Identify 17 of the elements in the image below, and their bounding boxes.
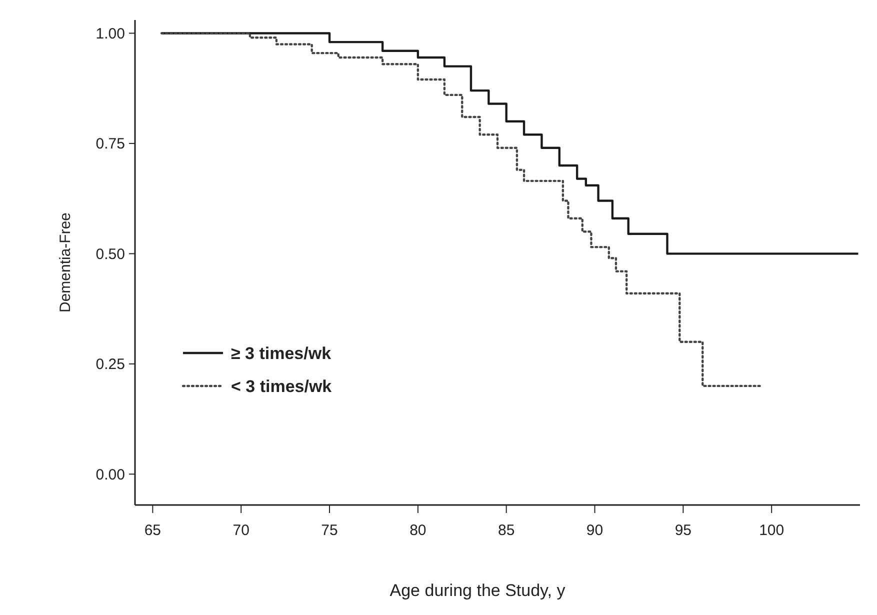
x-tick-label: 70: [232, 522, 250, 539]
y-tick-label: 0.00: [96, 466, 125, 484]
y-tick-label: 1.00: [96, 25, 125, 42]
y-axis-title: Dementia-Free: [57, 212, 74, 313]
x-tick-label: 80: [410, 522, 426, 539]
legend-label: < 3 times/wk: [231, 376, 332, 396]
x-tick-label: 90: [586, 522, 604, 539]
x-tick-label: 85: [498, 522, 515, 539]
x-tick-label: 100: [759, 522, 784, 539]
x-tick-label: 95: [674, 522, 692, 539]
legend-label: ≥ 3 times/wk: [231, 344, 332, 363]
x-axis-title: Age during the Study, y: [390, 581, 566, 600]
x-tick-label: 65: [144, 522, 162, 539]
y-tick-label: 0.75: [96, 136, 125, 153]
y-tick-label: 0.25: [96, 356, 125, 374]
y-tick-label: 0.50: [96, 246, 125, 263]
x-tick-label: 75: [321, 522, 338, 539]
